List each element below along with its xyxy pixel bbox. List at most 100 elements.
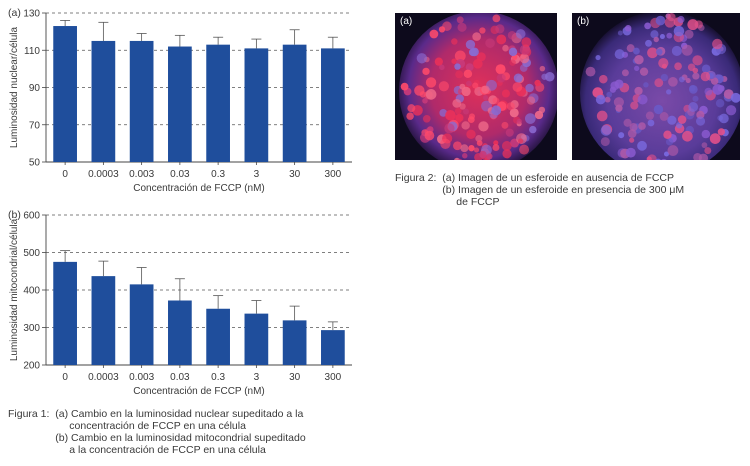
cell-dot — [452, 98, 462, 108]
cell-dot — [492, 14, 501, 23]
cell-dot — [595, 94, 606, 105]
cell-dot — [468, 144, 475, 152]
figure-1-lead: Figura 1: — [8, 408, 56, 420]
bar — [53, 26, 77, 162]
cell-dot — [439, 64, 445, 71]
cell-dot — [730, 92, 740, 103]
y-tick-label: 200 — [23, 361, 40, 372]
bar — [129, 284, 154, 365]
cell-dot — [501, 141, 512, 151]
cell-dot — [472, 82, 479, 89]
cell-dot — [473, 58, 483, 69]
cell-dot — [692, 95, 699, 102]
figure-2-line-b1: (b) Imagen de un esferoide en presencia … — [442, 184, 685, 196]
cell-dot — [615, 104, 623, 112]
cell-dot — [453, 141, 462, 151]
x-tick-label: 30 — [289, 372, 301, 383]
cell-dot — [515, 29, 526, 39]
cell-dot — [524, 113, 536, 124]
cell-dot — [618, 132, 625, 139]
cell-dot — [478, 121, 489, 132]
cell-dot — [712, 38, 723, 50]
cell-dot — [692, 72, 700, 80]
cell-dot — [424, 130, 435, 141]
cell-dot — [422, 67, 430, 76]
x-tick-label: 30 — [289, 169, 301, 180]
cell-dot — [725, 105, 737, 116]
cell-dot — [456, 16, 464, 24]
cell-dot — [438, 81, 449, 92]
cell-dot — [659, 34, 665, 40]
bar — [168, 46, 192, 162]
cell-dot — [476, 140, 483, 146]
cell-dot — [534, 79, 541, 87]
cell-dot — [656, 48, 663, 56]
figure-1-line-b1: (b) Cambio en la luminosidad mitocondria… — [55, 432, 306, 444]
cell-dot — [626, 44, 635, 53]
cell-dot — [595, 54, 601, 61]
bar — [282, 44, 307, 162]
cell-dot — [502, 149, 512, 159]
bar — [129, 40, 154, 162]
cell-dot — [489, 109, 499, 119]
cell-dot — [639, 67, 649, 76]
bar — [321, 330, 345, 365]
panel-label: (b) — [8, 209, 21, 221]
cell-dot — [485, 38, 495, 48]
cell-dot — [496, 73, 506, 83]
cell-dot — [496, 34, 507, 45]
cell-dot — [512, 82, 523, 92]
y-tick-label: 70 — [29, 120, 41, 131]
cell-dot — [638, 122, 646, 130]
spheroid-image-b: (b) — [572, 13, 740, 160]
x-tick-label: 0 — [62, 372, 68, 383]
cell-dot — [613, 97, 624, 108]
bar — [91, 40, 116, 162]
cell-dot — [663, 130, 672, 139]
cell-dot — [654, 78, 664, 88]
cell-dot — [665, 138, 674, 146]
cell-dot — [457, 158, 463, 160]
cell-dot — [492, 144, 500, 152]
cell-dot — [677, 15, 685, 24]
cell-dot — [687, 19, 699, 31]
cell-dot — [688, 102, 699, 112]
cell-dot — [637, 140, 647, 151]
cell-dot — [701, 142, 708, 149]
cell-dot — [442, 21, 452, 31]
x-tick-label: 0.03 — [170, 169, 190, 180]
cell-dot — [461, 86, 471, 97]
x-axis-label: Concentración de FCCP (nM) — [133, 183, 265, 194]
cell-dot — [676, 122, 683, 129]
bar — [282, 320, 307, 365]
cell-dot — [696, 110, 705, 119]
y-tick-label: 110 — [24, 46, 40, 57]
cell-dot — [407, 104, 416, 113]
cell-dot — [538, 106, 546, 114]
y-tick-label: 600 — [23, 211, 40, 222]
cell-dot — [519, 44, 531, 56]
figure-1-line-a1: (a) Cambio en la luminosidad nuclear sup… — [55, 408, 304, 420]
cell-dot — [454, 107, 462, 115]
x-tick-label: 300 — [325, 169, 342, 180]
cell-dot — [509, 108, 519, 118]
cell-dot — [677, 115, 687, 124]
cell-dot — [668, 77, 678, 87]
bar — [53, 261, 77, 365]
spheroid-b-graphic — [572, 13, 740, 160]
cell-dot — [674, 62, 682, 71]
cell-dot — [600, 125, 612, 136]
cell-dot — [501, 121, 509, 129]
cell-dot — [479, 27, 486, 34]
bar-chart-nuclear: 50 70 90 110 130 0 0.0003 0.003 0.03 0.3 3 30 300 Con… — [8, 7, 352, 194]
cell-dot — [666, 32, 673, 39]
bar — [91, 276, 116, 365]
cell-dot — [661, 63, 668, 69]
figure-1-line-b2: a la concentración de FCCP en una célula — [69, 444, 266, 456]
cell-dot — [625, 147, 636, 158]
cell-dot — [643, 82, 649, 88]
cell-dot — [475, 135, 483, 143]
cell-dot — [472, 32, 481, 41]
cell-dot — [425, 77, 437, 88]
x-tick-label: 0.3 — [211, 372, 225, 383]
